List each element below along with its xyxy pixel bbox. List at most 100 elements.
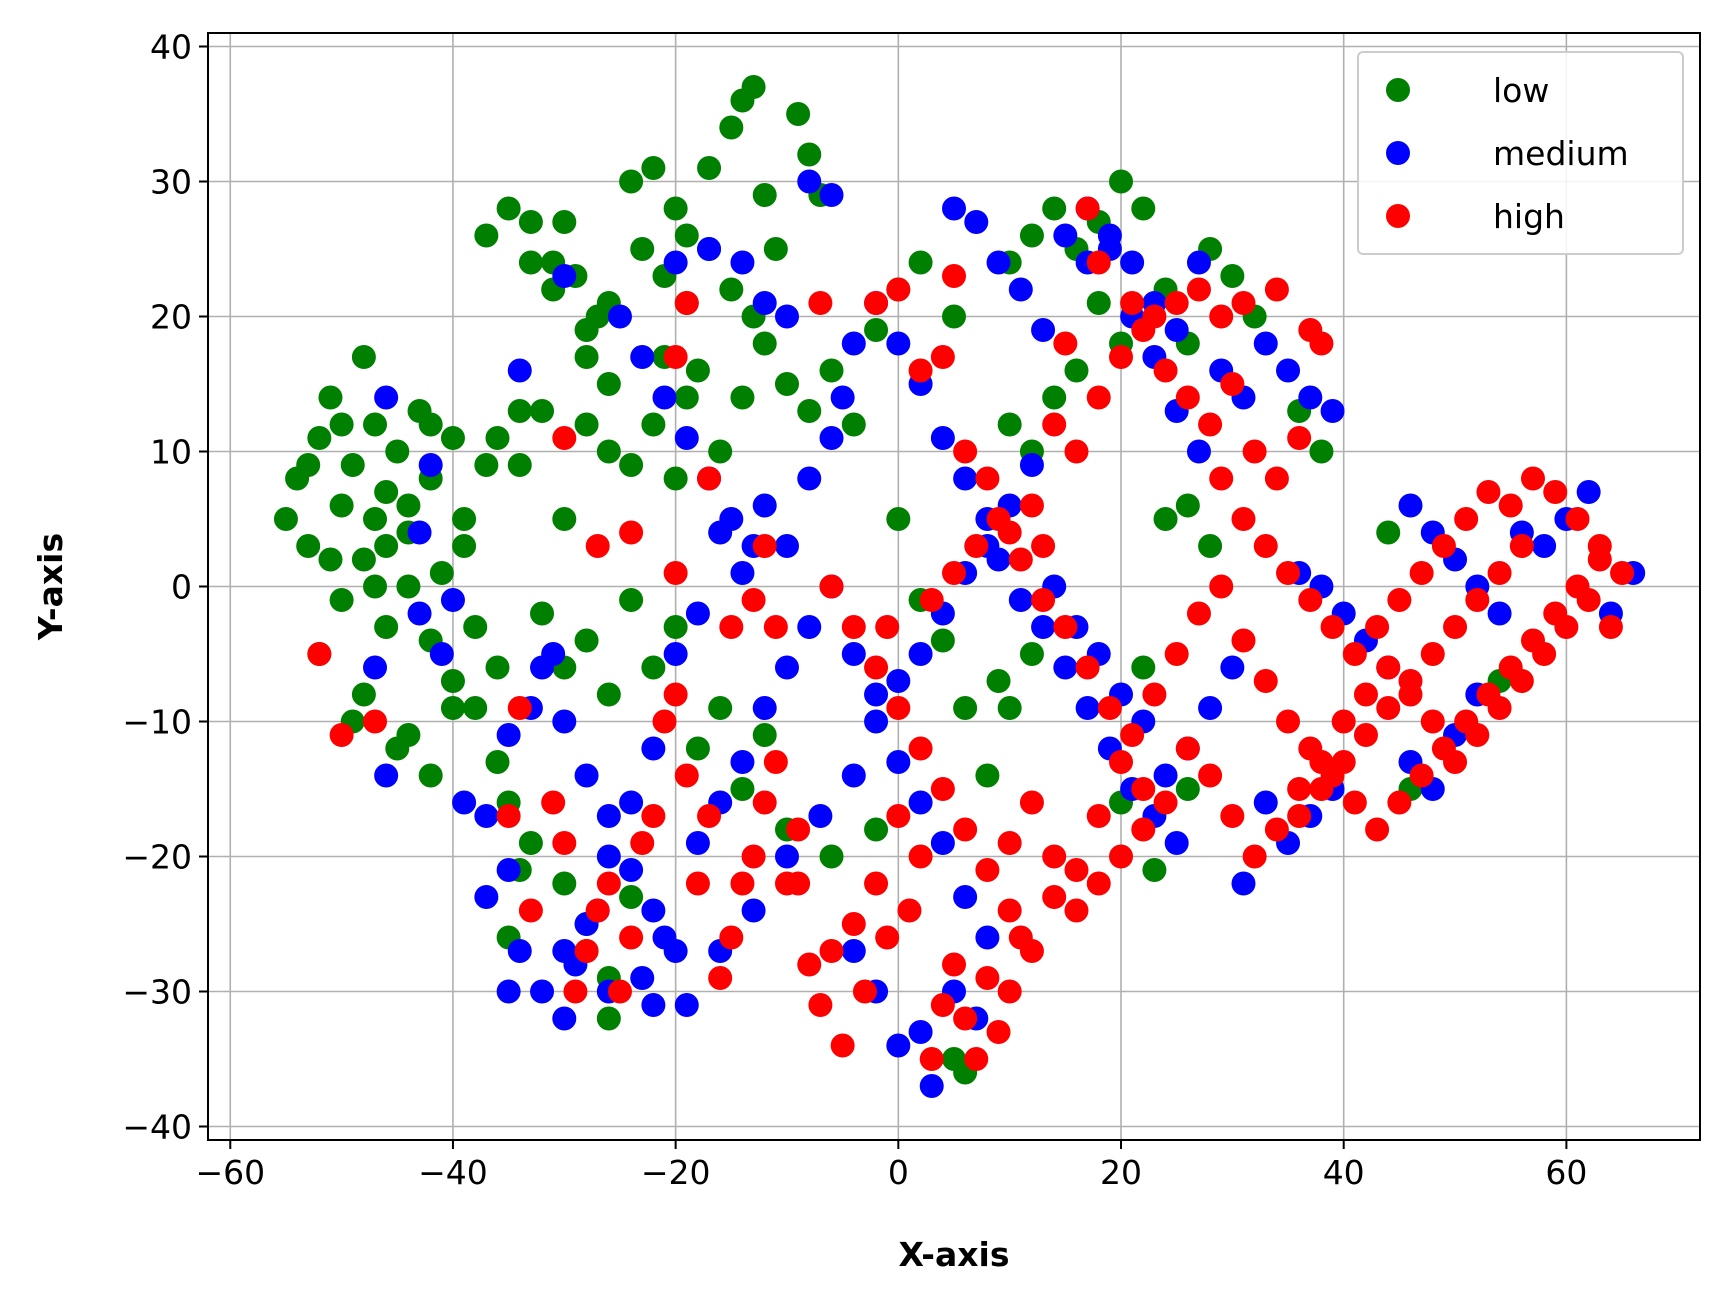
data-point-low	[463, 696, 488, 720]
data-point-medium	[953, 885, 978, 909]
data-point-high	[886, 804, 911, 828]
data-point-high	[864, 655, 889, 680]
data-point-low	[363, 574, 388, 599]
data-point-high	[552, 426, 577, 450]
data-point-high	[808, 291, 833, 315]
data-point-high	[1420, 642, 1445, 666]
data-point-high	[1376, 696, 1401, 720]
data-point-low	[374, 615, 399, 639]
data-point-high	[1019, 790, 1044, 815]
data-point-high	[496, 804, 521, 828]
data-point-low	[385, 736, 410, 761]
data-point-high	[1086, 804, 1111, 828]
data-point-high	[741, 588, 766, 612]
data-point-low	[307, 426, 332, 450]
data-point-high	[1331, 750, 1356, 774]
x-axis-label: X-axis	[899, 1235, 1010, 1274]
data-point-medium	[407, 601, 432, 626]
data-point-high	[830, 1033, 855, 1058]
data-point-medium	[719, 507, 744, 531]
data-point-high	[1042, 885, 1067, 909]
data-point-medium	[1398, 493, 1423, 518]
y-tick-label: −30	[122, 973, 192, 1012]
data-point-medium	[841, 642, 866, 666]
data-point-high	[1019, 493, 1044, 518]
data-point-medium	[374, 385, 399, 410]
y-tick-label: 10	[150, 433, 192, 472]
data-point-high	[596, 871, 621, 896]
data-point-low	[474, 223, 499, 248]
data-point-medium	[474, 885, 499, 909]
data-point-high	[797, 952, 822, 977]
data-point-high	[1565, 507, 1590, 531]
data-point-low	[1086, 291, 1111, 315]
data-point-high	[619, 925, 644, 950]
data-point-high	[964, 1047, 989, 1071]
data-point-high	[886, 696, 911, 720]
data-point-low	[574, 628, 599, 653]
data-point-high	[585, 534, 610, 558]
data-point-high	[1175, 736, 1200, 761]
data-point-medium	[919, 1074, 944, 1098]
data-point-medium	[663, 642, 688, 666]
data-point-low	[663, 196, 688, 221]
data-point-high	[908, 736, 933, 761]
data-point-medium	[619, 790, 644, 815]
data-point-high	[1164, 291, 1189, 315]
data-point-high	[630, 831, 655, 855]
data-point-high	[1365, 817, 1390, 842]
data-point-medium	[596, 844, 621, 869]
data-point-high	[518, 898, 543, 923]
data-point-low	[363, 507, 388, 531]
data-point-medium	[808, 804, 833, 828]
data-point-high	[1365, 615, 1390, 639]
data-point-low	[596, 372, 621, 396]
data-point-medium	[730, 250, 755, 275]
data-point-low	[1175, 493, 1200, 518]
data-point-low	[752, 723, 777, 747]
data-point-medium	[908, 642, 933, 666]
data-point-high	[574, 939, 599, 963]
data-point-medium	[552, 264, 577, 288]
data-point-high	[819, 939, 844, 963]
series-low	[273, 75, 1512, 1085]
x-tick-label: 20	[1100, 1153, 1142, 1192]
data-point-high	[1209, 466, 1234, 491]
data-point-high	[1242, 844, 1267, 869]
data-point-low	[752, 331, 777, 356]
data-point-high	[1109, 750, 1134, 774]
data-point-medium	[496, 723, 521, 747]
y-tick-label: 0	[171, 568, 192, 607]
data-point-medium	[774, 534, 799, 558]
data-point-high	[1454, 709, 1479, 734]
data-point-low	[507, 399, 532, 423]
data-point-medium	[1276, 358, 1301, 383]
series-high	[307, 196, 1635, 1071]
data-point-high	[563, 979, 588, 1004]
data-point-medium	[864, 682, 889, 707]
y-tick-label: 20	[150, 298, 192, 337]
data-point-low	[730, 777, 755, 801]
data-point-high	[1353, 682, 1378, 707]
data-point-high	[1287, 804, 1312, 828]
data-point-medium	[541, 642, 566, 666]
data-point-high	[507, 696, 532, 720]
data-point-high	[953, 439, 978, 464]
y-tick-label: −40	[122, 1108, 192, 1147]
data-point-high	[1253, 534, 1278, 558]
data-point-high	[964, 534, 989, 558]
data-point-medium	[1253, 790, 1278, 815]
data-point-low	[485, 655, 510, 680]
data-point-medium	[819, 183, 844, 207]
data-point-high	[1520, 466, 1545, 491]
data-point-high	[585, 898, 610, 923]
data-point-high	[1342, 642, 1367, 666]
data-points	[273, 75, 1646, 1098]
data-point-medium	[1164, 318, 1189, 342]
data-point-high	[1298, 736, 1323, 761]
data-point-high	[730, 871, 755, 896]
data-point-high	[953, 1006, 978, 1031]
data-point-high	[1298, 588, 1323, 612]
data-point-high	[1131, 817, 1156, 842]
